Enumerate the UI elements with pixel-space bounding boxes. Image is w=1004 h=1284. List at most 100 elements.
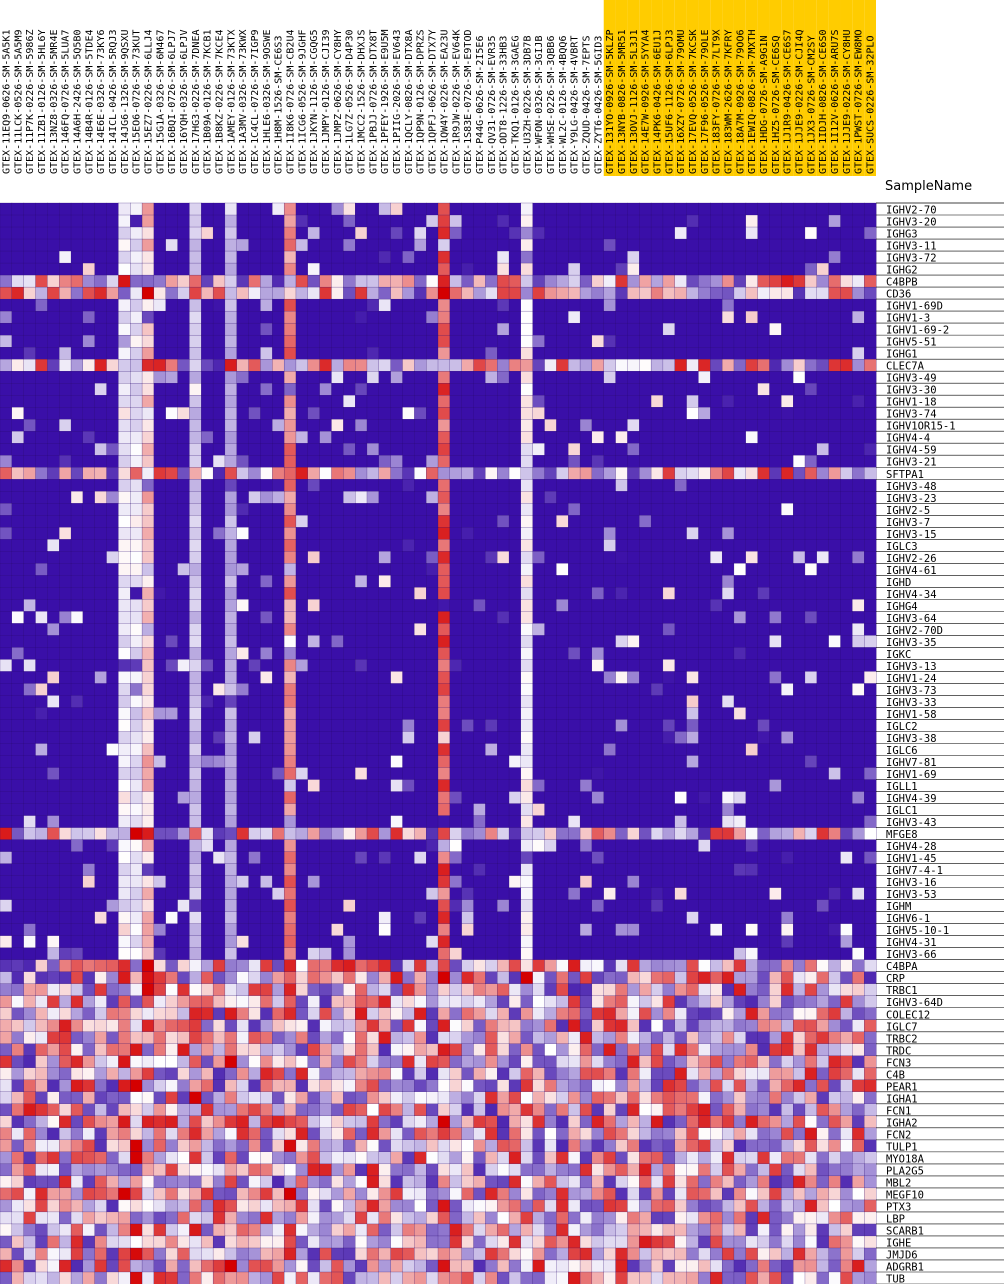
heatmap-cell xyxy=(59,887,72,901)
heatmap-cell xyxy=(497,262,510,276)
heatmap-cell xyxy=(11,563,25,576)
heatmap-cell xyxy=(816,803,830,816)
heatmap-cell xyxy=(544,515,557,528)
heatmap-cell xyxy=(532,827,545,841)
heatmap-cell xyxy=(781,827,794,841)
heatmap-cell xyxy=(721,539,735,552)
heatmap-cell xyxy=(390,238,403,252)
heatmap-cell xyxy=(781,959,794,973)
heatmap-cell xyxy=(319,551,332,564)
heatmap-cell xyxy=(615,959,628,973)
heatmap-cell xyxy=(840,815,853,829)
heatmap-cell xyxy=(366,803,380,816)
heatmap-cell xyxy=(402,887,415,901)
heatmap-cell xyxy=(793,395,806,408)
sample-label: GTEX-13NYB-0826-SM-5MR51 xyxy=(617,30,628,175)
sample-label: GTEX-1ICG6-0526-SM-9JGHF xyxy=(297,30,308,175)
heatmap-cell xyxy=(106,935,119,949)
heatmap-cell xyxy=(0,971,13,985)
heatmap-cell xyxy=(47,863,60,877)
heatmap-cell xyxy=(390,407,403,420)
heatmap-cell xyxy=(59,671,72,684)
heatmap-cell xyxy=(627,359,640,372)
heatmap-cell xyxy=(769,911,782,925)
heatmap-cell xyxy=(355,419,368,432)
heatmap-cell xyxy=(165,911,178,925)
heatmap-cell xyxy=(130,455,143,468)
heatmap-cell xyxy=(0,202,13,216)
heatmap-cell xyxy=(579,611,593,624)
heatmap-cell xyxy=(508,875,522,889)
heatmap-cell xyxy=(130,419,143,432)
heatmap-cell xyxy=(769,527,782,540)
heatmap-cell xyxy=(0,238,13,252)
heatmap-cell xyxy=(781,731,794,744)
heatmap-cell xyxy=(212,623,226,636)
heatmap-cell xyxy=(698,647,711,660)
heatmap-cell xyxy=(130,647,143,660)
heatmap-cell xyxy=(449,743,463,756)
heatmap-cell xyxy=(378,803,392,816)
heatmap-cell xyxy=(627,226,640,240)
heatmap-cell xyxy=(295,286,309,300)
heatmap-cell xyxy=(627,371,640,384)
heatmap-cell xyxy=(343,911,356,925)
heatmap-cell xyxy=(544,467,557,480)
heatmap-cell xyxy=(674,983,688,997)
heatmap-cell xyxy=(402,935,415,949)
heatmap-cell xyxy=(568,791,581,804)
heatmap-cell xyxy=(343,250,356,264)
heatmap-cell xyxy=(710,286,723,300)
heatmap-cell xyxy=(627,779,640,792)
heatmap-cell xyxy=(224,310,238,324)
heatmap-cell xyxy=(283,839,297,853)
heatmap-cell xyxy=(461,383,474,396)
heatmap-cell xyxy=(579,959,593,973)
heatmap-cell xyxy=(248,334,261,348)
heatmap-cell xyxy=(165,262,178,276)
heatmap-cell xyxy=(544,298,557,312)
heatmap-cell xyxy=(461,671,474,684)
heatmap-cell xyxy=(793,803,806,816)
heatmap-cell xyxy=(840,274,853,288)
heatmap-cell xyxy=(414,383,427,396)
heatmap-cell xyxy=(35,575,48,588)
heatmap-cell xyxy=(674,575,688,588)
heatmap-cell xyxy=(840,851,853,865)
heatmap-cell xyxy=(59,863,72,877)
heatmap-cell xyxy=(70,491,84,504)
heatmap-cell xyxy=(698,250,711,264)
heatmap-cell xyxy=(781,707,794,720)
heatmap-cell xyxy=(437,262,451,276)
heatmap-cell xyxy=(568,959,581,973)
heatmap-cell xyxy=(390,719,403,732)
heatmap-cell xyxy=(461,911,474,925)
heatmap-cell xyxy=(816,298,830,312)
heatmap-cell xyxy=(307,455,321,468)
heatmap-cell xyxy=(35,911,48,925)
heatmap-cell xyxy=(177,371,190,384)
heatmap-cell xyxy=(189,587,202,600)
heatmap-cell xyxy=(591,383,605,396)
sample-group-highlight xyxy=(615,0,628,176)
heatmap-cell xyxy=(236,887,250,901)
heatmap-cell xyxy=(804,371,818,384)
heatmap-cell xyxy=(106,719,119,732)
heatmap-cell xyxy=(201,298,214,312)
heatmap-cell xyxy=(307,467,321,480)
heatmap-cell xyxy=(710,347,723,360)
heatmap-cell xyxy=(189,611,202,624)
heatmap-cell xyxy=(331,743,344,756)
heatmap-cell xyxy=(508,947,522,961)
heatmap-cell xyxy=(283,911,297,925)
heatmap-cell xyxy=(141,298,155,312)
heatmap-cell xyxy=(47,719,60,732)
heatmap-cell xyxy=(591,298,605,312)
heatmap-cell xyxy=(627,959,640,973)
heatmap-cell xyxy=(378,359,392,372)
heatmap-cell xyxy=(615,791,628,804)
heatmap-cell xyxy=(82,647,96,660)
heatmap-cell xyxy=(556,851,569,865)
heatmap-cell xyxy=(118,479,131,492)
heatmap-cell xyxy=(118,395,131,408)
